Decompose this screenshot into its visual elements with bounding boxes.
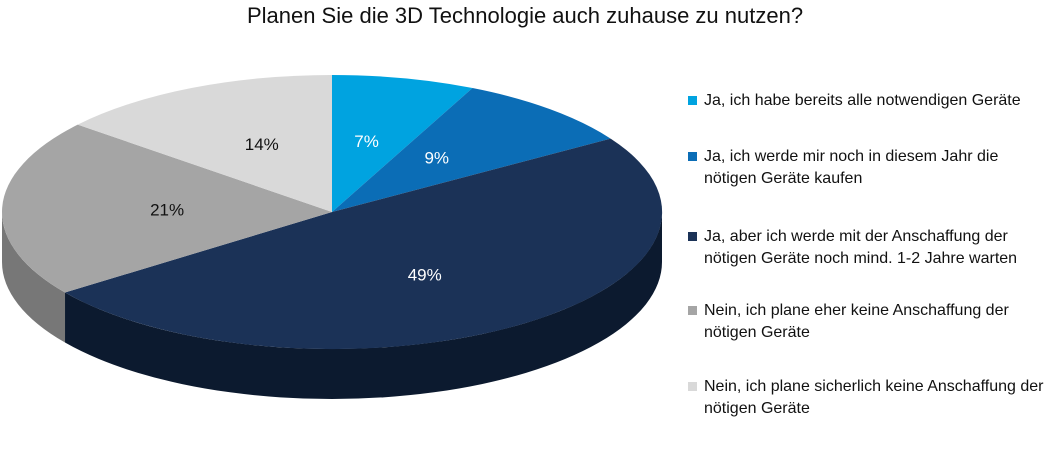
pie-chart: 7% 9% 49% 21% 14% xyxy=(1,75,663,400)
pie-slice xyxy=(1,124,333,293)
legend-swatch xyxy=(688,306,697,315)
pie-data-label: 49% xyxy=(408,265,442,284)
pie-slice xyxy=(332,75,473,212)
legend-label: Nein, ich plane eher keine Anschaffung d… xyxy=(704,302,1009,341)
legend-item: Ja, ich habe bereits alle notwendigen Ge… xyxy=(688,90,1048,146)
chart-title: Planen Sie die 3D Technologie auch zuhau… xyxy=(246,3,804,28)
pie-slice-side xyxy=(1,212,66,343)
legend-swatch xyxy=(688,152,697,161)
legend-label: Ja, aber ich werde mit der Anschaffung d… xyxy=(704,228,1018,267)
legend: Ja, ich habe bereits alle notwendigen Ge… xyxy=(688,90,1048,420)
pie-slice xyxy=(332,88,611,212)
legend-item: Nein, ich plane sicherlich keine Anschaf… xyxy=(688,376,1048,420)
legend-label: Ja, ich werde mir noch in diesem Jahr di… xyxy=(704,148,999,187)
legend-swatch xyxy=(688,382,697,391)
pie-data-label: 9% xyxy=(424,149,449,168)
legend-item: Ja, aber ich werde mit der Anschaffung d… xyxy=(688,226,1048,300)
legend-swatch xyxy=(688,96,697,105)
pie-data-label: 21% xyxy=(150,201,184,220)
pie-data-label: 14% xyxy=(245,135,279,154)
legend-item: Ja, ich werde mir noch in diesem Jahr di… xyxy=(688,146,1048,226)
legend-item: Nein, ich plane eher keine Anschaffung d… xyxy=(688,300,1048,376)
pie-slice xyxy=(77,75,332,212)
legend-swatch xyxy=(688,232,697,241)
pie-slice xyxy=(65,138,663,350)
legend-label: Nein, ich plane sicherlich keine Anschaf… xyxy=(704,378,1044,417)
pie-data-label: 7% xyxy=(354,132,379,151)
legend-label: Ja, ich habe bereits alle notwendigen Ge… xyxy=(704,92,1021,109)
pie-slice-side xyxy=(65,212,662,400)
